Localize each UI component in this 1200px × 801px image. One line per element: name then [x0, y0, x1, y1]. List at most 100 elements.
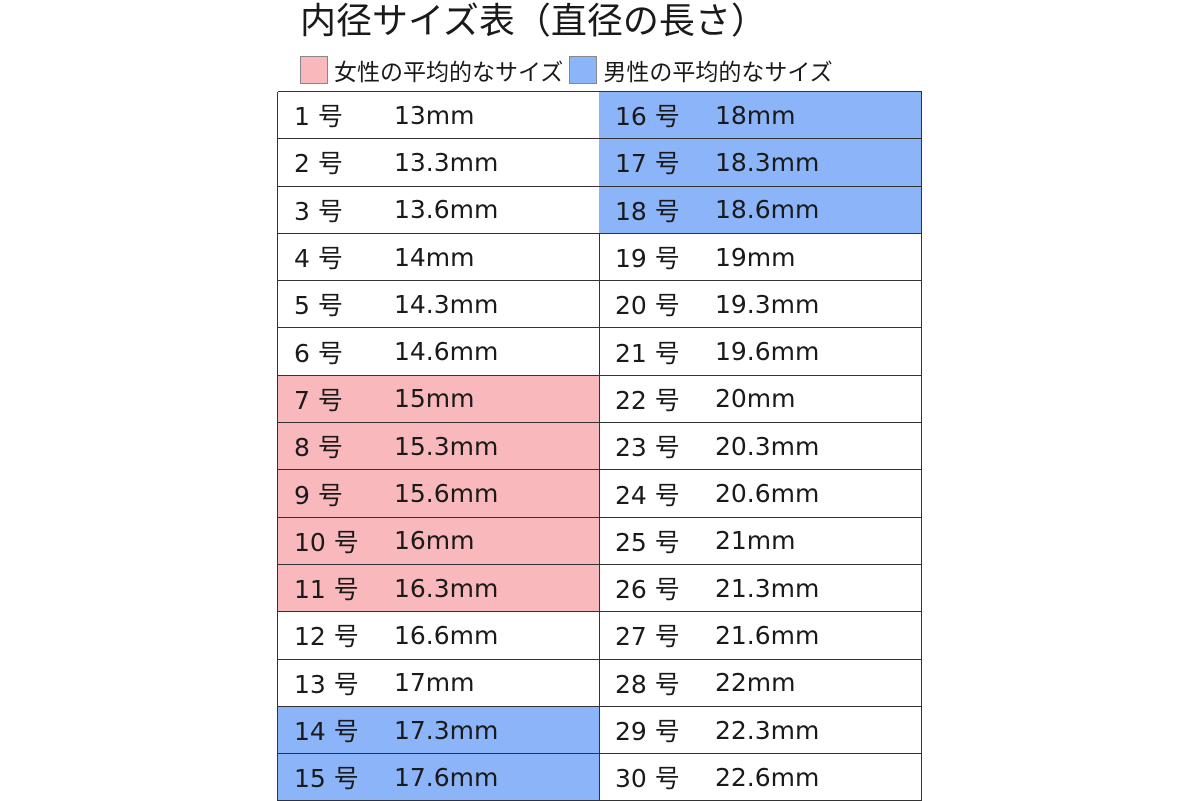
size-number: 19 号 — [615, 244, 680, 274]
table-row: 19 号 19mm — [599, 233, 922, 282]
table-row: 15 号 17.6mm — [277, 754, 600, 801]
table-row: 17 号 18.3mm — [599, 139, 922, 187]
size-number: 15 号 — [294, 764, 359, 794]
table-row: 16 号 18mm — [599, 92, 922, 140]
size-number: 23 号 — [615, 433, 680, 463]
table-row: 29 号 22.3mm — [599, 706, 922, 755]
ring-size-table: 1 号 13mm 2 号 13.3mm 3 号 13.6mm 4 号 14mm 5 号 14.3m… — [277, 91, 922, 801]
table-row: 23 号 20.3mm — [599, 423, 922, 471]
diameter-value: 18mm — [715, 100, 796, 130]
table-row: 1 号 13mm — [277, 92, 600, 140]
size-number: 11 号 — [294, 575, 359, 605]
legend-swatch-female — [300, 56, 328, 84]
table-row: 4 号 14mm — [277, 233, 600, 282]
diameter-value: 15.3mm — [394, 431, 499, 461]
table-row: 26 号 21.3mm — [599, 564, 922, 613]
diameter-value: 16.3mm — [394, 573, 499, 603]
table-row: 22 号 20mm — [599, 375, 922, 424]
legend-item-female: 女性の平均的なサイズ — [300, 53, 563, 87]
table-row: 7 号 15mm — [277, 375, 600, 424]
diameter-value: 22.3mm — [715, 715, 820, 745]
size-number: 10 号 — [294, 527, 359, 557]
diameter-value: 22mm — [715, 668, 796, 698]
size-number: 14 号 — [294, 717, 359, 746]
size-number: 12 号 — [294, 622, 359, 652]
diameter-value: 18.3mm — [715, 147, 820, 177]
table-row: 25 号 21mm — [599, 517, 922, 565]
size-number: 30 号 — [615, 764, 680, 794]
size-number: 7 号 — [294, 385, 343, 415]
table-row: 20 号 19.3mm — [599, 281, 922, 329]
size-number: 29 号 — [615, 717, 680, 746]
table-column-left: 1 号 13mm 2 号 13.3mm 3 号 13.6mm 4 号 14mm 5 号 14.3m… — [277, 92, 600, 801]
table-row: 10 号 16mm — [277, 517, 600, 565]
diameter-value: 14.6mm — [394, 337, 499, 367]
diameter-value: 16mm — [394, 526, 475, 556]
diameter-value: 13mm — [394, 100, 475, 130]
legend-swatch-male — [569, 56, 598, 84]
diameter-value: 16.6mm — [394, 620, 499, 650]
diameter-value: 13.6mm — [394, 195, 499, 225]
table-row: 13 号 17mm — [277, 659, 600, 707]
size-number: 8 号 — [294, 433, 343, 463]
table-row: 21 号 19.6mm — [599, 328, 922, 376]
table-row: 2 号 13.3mm — [277, 139, 600, 187]
table-row: 18 号 18.6mm — [599, 186, 922, 234]
legend-label-female: 女性の平均的なサイズ — [334, 60, 564, 86]
diameter-value: 18.6mm — [715, 195, 820, 225]
page-title: 内径サイズ表（直径の長さ） — [300, 1, 767, 42]
size-number: 24 号 — [615, 480, 680, 510]
table-row: 9 号 15.6mm — [277, 470, 600, 518]
size-number: 21 号 — [615, 338, 680, 368]
size-number: 20 号 — [615, 291, 680, 321]
table-row: 3 号 13.6mm — [277, 186, 600, 234]
size-number: 9 号 — [294, 480, 343, 510]
diameter-value: 17.3mm — [394, 715, 499, 745]
table-row: 8 号 15.3mm — [277, 423, 600, 471]
size-number: 25 号 — [615, 527, 680, 557]
size-number: 2 号 — [294, 149, 343, 179]
diameter-value: 19mm — [715, 242, 796, 272]
table-row: 5 号 14.3mm — [277, 281, 600, 329]
table-row: 28 号 22mm — [599, 659, 922, 707]
diameter-value: 19.3mm — [715, 289, 820, 319]
diameter-value: 21.6mm — [715, 620, 820, 650]
size-number: 13 号 — [294, 669, 359, 699]
size-number: 16 号 — [615, 102, 680, 132]
size-number: 18 号 — [615, 196, 680, 226]
table-row: 12 号 16.6mm — [277, 612, 600, 660]
size-number: 5 号 — [294, 291, 343, 321]
diameter-value: 19.6mm — [715, 337, 820, 367]
diameter-value: 22.6mm — [715, 762, 820, 792]
table-row: 24 号 20.6mm — [599, 470, 922, 518]
diameter-value: 20.6mm — [715, 479, 820, 509]
diameter-value: 20mm — [715, 384, 796, 414]
table-row: 27 号 21.6mm — [599, 612, 922, 660]
table-row: 30 号 22.6mm — [599, 754, 922, 801]
size-number: 22 号 — [615, 385, 680, 415]
diameter-value: 20.3mm — [715, 431, 820, 461]
legend-item-male: 男性の平均的なサイズ — [569, 53, 833, 87]
diameter-value: 14.3mm — [394, 289, 499, 319]
size-number: 6 号 — [294, 338, 343, 368]
size-number: 28 号 — [615, 669, 680, 699]
diameter-value: 15mm — [394, 384, 475, 414]
legend: 女性の平均的なサイズ 男性の平均的なサイズ — [300, 54, 839, 86]
size-number: 26 号 — [615, 575, 680, 605]
diameter-value: 17mm — [394, 668, 475, 698]
size-number: 3 号 — [294, 196, 343, 226]
size-number: 4 号 — [294, 244, 343, 274]
diameter-value: 21.3mm — [715, 573, 820, 603]
size-number: 17 号 — [615, 149, 680, 179]
table-row: 14 号 17.3mm — [277, 706, 600, 755]
legend-label-male: 男性の平均的なサイズ — [603, 60, 833, 86]
table-row: 11 号 16.3mm — [277, 564, 600, 613]
table-column-right: 16 号 18mm 17 号 18.3mm 18 号 18.6mm 19 号 19mm 20 号… — [599, 92, 922, 801]
size-number: 1 号 — [294, 102, 343, 132]
diameter-value: 17.6mm — [394, 762, 499, 792]
diameter-value: 13.3mm — [394, 147, 499, 177]
diameter-value: 14mm — [394, 242, 475, 272]
table-row: 6 号 14.6mm — [277, 328, 600, 376]
size-number: 27 号 — [615, 622, 680, 652]
diameter-value: 15.6mm — [394, 479, 499, 509]
